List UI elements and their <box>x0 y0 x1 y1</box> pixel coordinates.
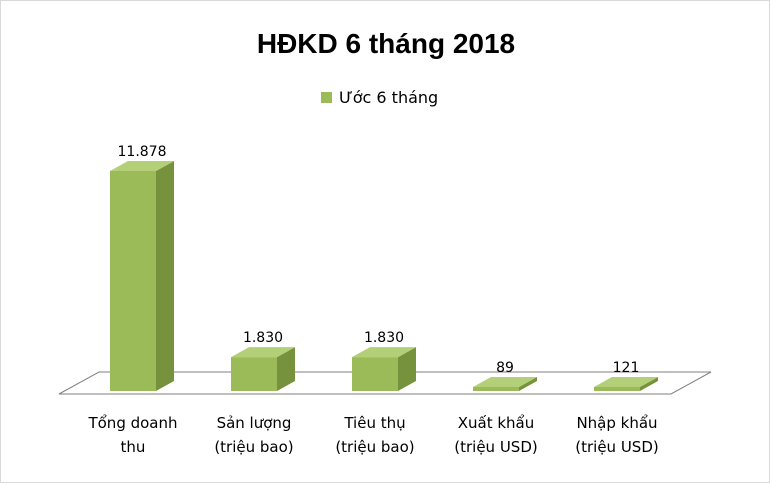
legend-swatch <box>321 92 332 103</box>
bar-front <box>473 387 519 391</box>
legend: Ước 6 tháng <box>321 88 438 107</box>
bar-side <box>519 377 537 391</box>
bar-2 <box>352 347 416 391</box>
bar-top <box>231 347 295 358</box>
value-label: 11.878 <box>118 144 167 160</box>
chart-title: HĐKD 6 tháng 2018 <box>257 28 515 59</box>
bar-side <box>640 377 658 391</box>
value-label: 121 <box>613 360 640 376</box>
bar-front <box>110 171 156 391</box>
bar-top <box>110 161 174 171</box>
value-label: 1.830 <box>243 330 283 346</box>
category-label: Sản lượng (triệu bao) <box>214 414 293 456</box>
bar-front <box>352 357 398 391</box>
bar-4 <box>594 377 658 391</box>
bars-group <box>110 161 658 391</box>
bar-3 <box>473 377 537 391</box>
bar-side <box>156 161 174 391</box>
category-label: Xuất khẩu (triệu USD) <box>454 414 537 456</box>
category-label: Tiêu thụ (triệu bao) <box>335 414 414 456</box>
bar-side <box>277 347 295 391</box>
bar-1 <box>231 347 295 391</box>
value-label: 89 <box>496 360 514 376</box>
bar-front <box>594 387 640 391</box>
bar-0 <box>110 161 174 391</box>
bar-top <box>594 377 658 387</box>
value-label: 1.830 <box>364 330 404 346</box>
category-label: Tổng doanh thu <box>87 414 177 456</box>
bar-front <box>231 357 277 391</box>
legend-label: Ước 6 tháng <box>339 88 438 107</box>
value-labels-group: 11.878 1.830 1.830 89 121 <box>118 144 640 376</box>
bar-top <box>473 377 537 387</box>
bar-side <box>398 347 416 391</box>
bar-top <box>352 347 416 358</box>
category-labels-group: Tổng doanh thu Sản lượng (triệu bao) Tiêu th… <box>87 414 658 456</box>
category-label: Nhập khẩu (triệu USD) <box>575 414 658 456</box>
